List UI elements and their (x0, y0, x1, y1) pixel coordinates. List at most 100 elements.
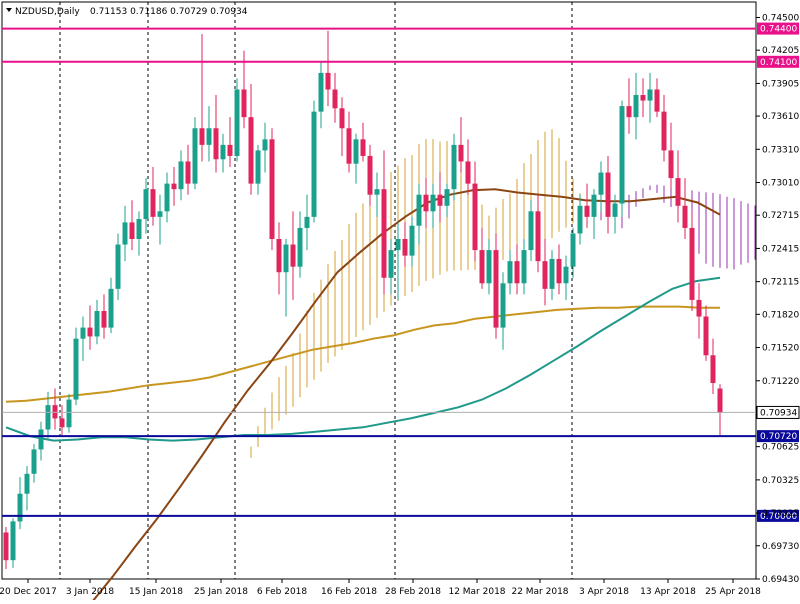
level-label-box (757, 22, 799, 35)
candle-body (549, 258, 555, 289)
symbol-label: NZDUSD,Daily (15, 7, 80, 17)
candle-body (360, 139, 366, 156)
candle-body (563, 266, 569, 284)
y-tick-label: 0.69730 (762, 542, 799, 552)
dropdown-triangle-icon[interactable] (6, 8, 12, 12)
candle-body (24, 473, 30, 494)
candle-body (80, 327, 86, 339)
candle-body (332, 89, 338, 109)
candle-body (248, 117, 254, 184)
candle-body (703, 316, 709, 356)
moving-average-mid (5, 276, 721, 442)
candle-body (409, 225, 415, 256)
moving-average-slow (5, 305, 720, 403)
level-label-box (757, 430, 799, 443)
candle-body (227, 144, 233, 156)
candle-body (647, 89, 653, 101)
candle-body (423, 194, 429, 212)
candle-body (444, 189, 450, 206)
candle-body (584, 205, 590, 217)
candle-body (290, 244, 296, 267)
candle-body (38, 429, 44, 450)
y-tick-label: 0.73310 (762, 145, 799, 155)
candle-body (654, 89, 660, 112)
candle-body (94, 310, 100, 337)
level-label: 0.74100 (760, 58, 797, 68)
candle-body (416, 194, 422, 226)
candle-body (486, 250, 492, 284)
candle-body (661, 111, 667, 151)
level-label: 0.70720 (760, 432, 797, 442)
level-label-box (757, 509, 799, 522)
candle-body (17, 493, 23, 522)
candle-body (311, 111, 317, 217)
candle-body (605, 172, 611, 217)
y-tick-label: 0.69430 (762, 575, 799, 585)
candle-body (31, 449, 37, 474)
x-tick-label: 16 Feb 2018 (321, 587, 377, 597)
x-tick-label: 3 Jan 2018 (66, 587, 114, 597)
x-tick-label: 28 Feb 2018 (385, 587, 441, 597)
x-tick-label: 22 Mar 2018 (511, 587, 568, 597)
y-tick-label: 0.70025 (762, 509, 799, 519)
candle-body (150, 189, 156, 217)
candle-body (269, 139, 275, 240)
candle-body (346, 128, 352, 164)
candle-body (136, 219, 142, 240)
candle-body (255, 150, 261, 184)
candle-body (577, 205, 583, 234)
candle-body (73, 338, 79, 400)
candle-body (192, 128, 198, 184)
candle-body (682, 205, 688, 228)
candle-body (591, 194, 597, 217)
candle-body (283, 244, 289, 273)
candle-body (626, 106, 632, 118)
y-tick-label: 0.73905 (762, 79, 799, 89)
chart-header: NZDUSD,Daily 0.71153 0.71186 0.70729 0.7… (6, 7, 248, 17)
candle-body (297, 227, 303, 267)
y-tick-label: 0.72415 (762, 244, 799, 254)
candle-body (521, 250, 527, 284)
candle-body (101, 310, 107, 328)
candle-body (178, 161, 184, 190)
candle-body (493, 250, 499, 328)
level-label: 0.74400 (760, 25, 797, 35)
candle-body (213, 128, 219, 160)
x-tick-label: 12 Mar 2018 (448, 587, 505, 597)
y-tick-label: 0.73010 (762, 179, 799, 189)
candle-body (199, 128, 205, 145)
candle-body (710, 355, 716, 383)
candle-body (542, 261, 548, 289)
x-tick-label: 6 Feb 2018 (257, 587, 308, 597)
candle-body (353, 139, 359, 164)
candle-body (388, 250, 394, 278)
ohlc-readout: 0.71153 0.71186 0.70729 0.70934 (90, 7, 248, 17)
candle-body (3, 532, 9, 561)
candle-body (108, 288, 114, 328)
candle-body (143, 189, 149, 220)
candle-body (325, 72, 331, 90)
candle-body (45, 405, 51, 430)
current-price-box (756, 405, 800, 419)
y-tick-label: 0.71520 (762, 344, 799, 354)
candle-body (115, 244, 121, 289)
y-tick-label: 0.72115 (762, 278, 799, 288)
candle-body (171, 183, 177, 190)
plot-frame (1, 1, 757, 580)
candle-body (689, 227, 695, 300)
y-tick-label: 0.71220 (762, 377, 799, 387)
candle-body (696, 299, 702, 317)
candle-body (87, 327, 93, 337)
x-tick-label: 13 Apr 2018 (640, 587, 696, 597)
candle-body (514, 261, 520, 284)
candle-body (157, 211, 163, 217)
candle-body (381, 189, 387, 278)
candle-body (185, 161, 191, 184)
x-tick-label: 15 Jan 2018 (129, 587, 183, 597)
candle-body (395, 239, 401, 251)
y-tick-label: 0.72715 (762, 211, 799, 221)
y-tick-label: 0.74205 (762, 46, 799, 56)
candle-body (640, 95, 646, 101)
candle-body (598, 172, 604, 195)
candle-body (52, 405, 58, 419)
